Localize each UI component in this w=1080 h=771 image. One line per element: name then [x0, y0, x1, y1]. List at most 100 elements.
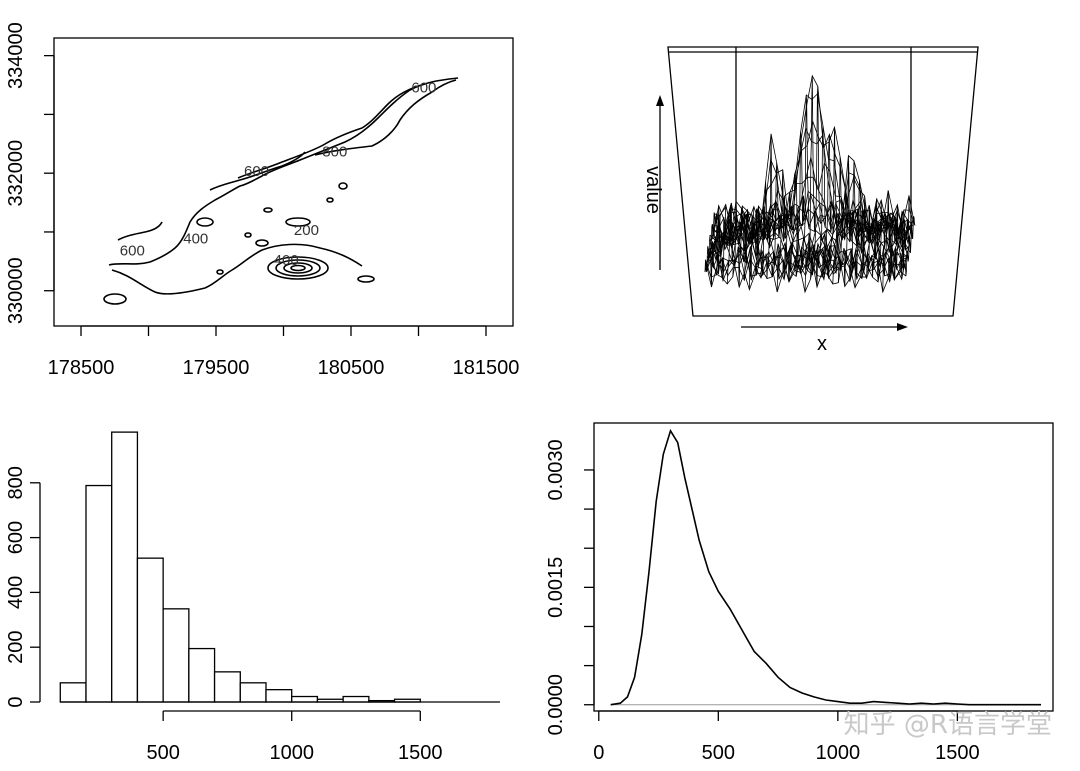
surface-mesh-line: [810, 86, 821, 279]
surface-mesh-line: [893, 209, 905, 281]
density-y-tick-label: 0.0015: [545, 557, 567, 618]
histogram-x-tick-label: 1500: [398, 742, 443, 764]
contour-line-left-edge: [117, 221, 163, 241]
density-x-tick-label: 0: [593, 742, 604, 764]
histogram-x-tick-label: 500: [146, 742, 179, 764]
histogram-panel: 500 1000 1500 0 200 400 600 800: [5, 431, 500, 764]
surface-mesh-line: [871, 198, 883, 278]
surface-z-arrow: [656, 95, 664, 270]
density-x-tick-label: 500: [702, 742, 735, 764]
contour-x-tick-label: 181500: [453, 357, 520, 379]
histogram-y-tick-label: 200: [5, 631, 27, 664]
density-x-tick-label: 1500: [935, 742, 980, 764]
surface-z-label: value: [642, 166, 664, 214]
histogram-bar: [188, 647, 216, 703]
contour-y-tick-label: 332000: [5, 140, 27, 207]
contour-level-label: 600: [411, 80, 436, 97]
surface-box-outline: [667, 46, 979, 317]
contour-plot-frame: [53, 37, 514, 327]
contour-level-label: 200: [294, 222, 319, 239]
histogram-bar: [136, 557, 164, 703]
contour-line-upper-boundary: [314, 79, 457, 156]
contour-loop: [285, 217, 311, 227]
contour-level-label: 800: [322, 144, 347, 161]
surface-mesh-line: [776, 169, 788, 293]
surface-mesh-line: [743, 206, 755, 281]
surface-mesh-line: [799, 94, 810, 274]
surface-mesh-line: [782, 191, 794, 280]
surface-x-label: x: [817, 333, 827, 355]
contour-x-tick-label: 178500: [48, 357, 115, 379]
surface-mesh-line: [837, 190, 849, 283]
histogram-y-tick-label: 400: [5, 576, 27, 609]
surface-mesh-line: [787, 174, 799, 283]
surface-mesh-line: [826, 127, 838, 279]
contour-loop: [290, 264, 306, 272]
surface-mesh-line: [904, 216, 916, 277]
surface-mesh-line: [860, 195, 871, 279]
density-lines: [610, 428, 1042, 706]
surface-mesh-line: [832, 156, 844, 285]
contour-loop: [216, 269, 224, 275]
surface-mesh-line: [737, 208, 749, 288]
histogram-bar: [213, 671, 241, 703]
density-curve: [610, 428, 1041, 706]
surface-mesh-line: [865, 206, 877, 280]
histogram-bar: [162, 608, 190, 703]
contour-loop: [255, 239, 269, 247]
contour-lines: [103, 77, 459, 305]
surface-mesh-line: [876, 211, 888, 282]
contour-line-upper-edge: [209, 151, 306, 191]
density-plot-frame: [593, 422, 1054, 712]
histogram-bar: [85, 484, 113, 703]
histogram-bar: [342, 695, 370, 703]
contour-panel: 600 800 600 400 600 200 400 178500 179500 180500…: [5, 22, 519, 379]
surface-mesh-line: [765, 133, 777, 279]
surface-mesh-line: [821, 134, 833, 280]
contour-y-tick-label: 334000: [5, 22, 27, 89]
contour-level-label: 400: [183, 231, 208, 248]
surface-mesh-line: [815, 125, 827, 288]
surface-panel: x value: [642, 46, 979, 355]
contour-loop: [263, 207, 273, 213]
surface-mesh-line: [899, 195, 910, 280]
histogram-y-tick-label: 0: [5, 696, 27, 707]
contour-loop: [196, 217, 214, 227]
contour-loop: [338, 182, 348, 190]
contour-line-lower-boundary: [111, 243, 363, 295]
surface-mesh-line: [715, 204, 727, 276]
contour-loop: [326, 197, 334, 203]
contour-loop: [357, 275, 375, 283]
surface-mesh-line: [704, 212, 716, 273]
density-y-axis: 0.0000 0.0015 0.0030: [545, 439, 595, 735]
surface-mesh-line: [804, 75, 816, 293]
histogram-bar: [291, 695, 319, 703]
surface-mesh-line: [754, 207, 766, 276]
contour-x-tick-label: 179500: [183, 357, 250, 379]
histogram-y-tick-label: 800: [5, 466, 27, 499]
histogram-y-tick-label: 600: [5, 521, 27, 554]
density-y-tick-label: 0.0000: [545, 674, 567, 735]
contour-x-tick-label: 180500: [318, 357, 385, 379]
density-x-axis: 0 500 1000 1500: [593, 710, 980, 764]
density-x-tick-label: 1000: [816, 742, 861, 764]
histogram-bar: [111, 431, 139, 703]
contour-line-600-main: [108, 77, 459, 266]
contour-loop: [103, 293, 127, 305]
density-panel: 0 500 1000 1500 0.0000 0.0015 0.0030: [545, 422, 1054, 764]
contour-y-axis: 330000 332000 334000: [5, 22, 55, 324]
contour-level-label: 600: [120, 242, 145, 259]
surface-mesh-line: [887, 204, 899, 282]
contour-loop: [283, 262, 313, 274]
histogram-bar: [265, 689, 293, 703]
contour-y-tick-label: 330000: [5, 257, 27, 324]
surface-mesh: [704, 74, 916, 294]
surface-x-arrow: [741, 323, 908, 331]
histogram-x-axis: 500 1000 1500: [146, 710, 443, 764]
watermark-text: 知乎 @R语言学堂: [844, 710, 1052, 740]
surface-mesh-line: [760, 181, 771, 278]
histogram-bars: [59, 431, 500, 703]
histogram-y-axis: 0 200 400 600 800: [5, 466, 41, 708]
surface-box: [667, 46, 979, 317]
